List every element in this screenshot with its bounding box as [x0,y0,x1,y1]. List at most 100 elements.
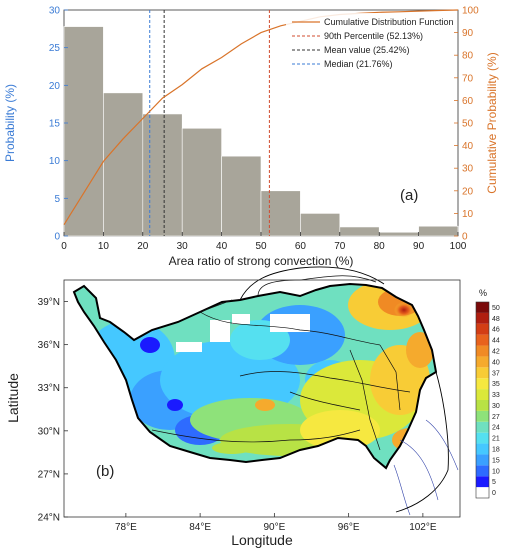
colorbar-tick-label: 50 [492,305,500,312]
colorbar-tick-label: 30 [492,403,500,410]
map-y-label: Latitude [5,373,21,423]
lat-tick-label: 27°N [38,469,60,480]
legend-median-label: Median (21.76%) [324,59,393,69]
y2-tick-label: 0 [462,232,468,243]
x-tick-label: 60 [295,241,307,252]
y-tick-label: 15 [49,119,61,130]
y2-tick-label: 60 [462,96,474,107]
outer-boundary [239,266,449,513]
left-axis-ticks: 0 5 10 15 20 25 30 [49,6,68,243]
colorbar-tick-label: 44 [492,338,500,345]
colorbar-swatch [476,312,489,324]
colorbar-tick-label: 15 [492,457,500,464]
colorbar-tick-label: 27 [492,414,500,421]
colorbar-tick-label: 46 [492,327,500,334]
bar [142,113,183,237]
latitude-ticks: 39°N 36°N 33°N 30°N 27°N 24°N [38,297,68,524]
panel-b-label: (b) [96,463,114,480]
panel-a-label: (a) [400,187,418,204]
longitude-ticks: 78°E 84°E 90°E 96°E 102°E [115,513,437,533]
cdf-line [63,9,459,226]
y-tick-label: 30 [49,6,61,17]
colorbar-swatch [476,378,489,390]
colorbar-swatch [476,465,489,477]
right-axis-label: Cumulative Probability (%) [485,52,499,193]
panel-b: 78°E 84°E 90°E 96°E 102°E 39°N 36°N 33°N 30°N 27… [5,266,500,548]
lon-tick-label: 90°E [263,522,285,533]
colorbar: 0 5 10 15 18 21 24 27 30 33 35 37 40 42 44 46 48 50 [475,301,500,499]
reference-lines [149,10,270,236]
panel-a: 0 10 20 30 40 50 60 70 80 90 100 0 5 10 15 20 25 30 0 10 2… [3,6,499,269]
colorbar-tick-label: 48 [492,316,500,323]
map-x-label: Longitude [231,532,293,548]
colorbar-swatch [476,323,489,335]
colorbar-tick-label: 35 [492,381,500,388]
bar [378,231,419,237]
x-axis-ticks: 0 10 20 30 40 50 60 70 80 90 100 [61,232,467,252]
colorbar-tick-label: 33 [492,392,500,399]
bar [339,226,380,237]
colorbar-tick-label: 42 [492,349,500,356]
y-tick-label: 10 [49,156,61,167]
y-tick-label: 5 [54,194,60,205]
x-tick-label: 70 [334,241,346,252]
bar [221,155,262,237]
x-tick-label: 50 [255,241,267,252]
colorbar-swatch [476,432,489,444]
river-lines [393,419,459,516]
x-tick-label: 30 [177,241,189,252]
y2-tick-label: 40 [462,141,474,152]
colorbar-swatch [476,487,489,498]
colorbar-swatch [476,389,489,400]
bar [418,225,459,237]
colorbar-unit: % [479,288,487,298]
lon-tick-label: 84°E [189,522,211,533]
lat-tick-label: 36°N [38,340,60,351]
x-tick-label: 10 [98,241,110,252]
legend-mean-label: Mean value (25.42%) [324,45,410,55]
colorbar-tick-label: 18 [492,447,500,454]
colorbar-swatch [476,410,489,422]
bar [181,127,222,237]
lat-tick-label: 39°N [38,297,60,308]
colorbar-swatch [476,454,489,466]
bar [103,92,144,237]
legend-cdf-label: Cumulative Distribution Function [324,17,454,27]
colorbar-tick-label: 5 [492,479,496,486]
y2-tick-label: 100 [462,6,479,17]
colorbar-tick-label: 0 [492,490,496,497]
basin-boundaries [151,275,411,451]
y2-tick-label: 50 [462,119,474,130]
y2-tick-label: 70 [462,73,474,84]
colorbar-swatch [476,302,489,313]
x-tick-label: 40 [216,241,228,252]
y2-tick-label: 90 [462,28,474,39]
colorbar-tick-label: 40 [492,359,500,366]
lat-tick-label: 33°N [38,383,60,394]
colorbar-tick-label: 24 [492,425,500,432]
right-axis-ticks: 0 10 20 30 40 50 60 70 80 90 100 [454,6,479,243]
bar [300,213,341,237]
x-tick-label: 20 [137,241,149,252]
colorbar-tick-label: 37 [492,370,500,377]
x-tick-label: 100 [450,241,467,252]
colorbar-swatch [476,334,489,346]
colorbar-swatch [476,421,489,433]
x-axis-label: Area ratio of strong convection (%) [169,254,354,268]
colorbar-swatch [476,367,489,379]
map-frame [63,279,461,518]
y-tick-label: 25 [49,43,61,54]
colorbar-tick-label: 21 [492,436,500,443]
bar [260,190,301,237]
left-axis-label: Probability (%) [3,84,17,162]
x-tick-label: 80 [374,241,386,252]
x-tick-label: 0 [61,241,67,252]
colorbar-swatch [476,443,489,455]
y2-tick-label: 30 [462,164,474,175]
y2-tick-label: 10 [462,209,474,220]
colorbar-swatch [476,400,489,411]
x-tick-label: 90 [413,241,425,252]
lat-tick-label: 30°N [38,426,60,437]
y-tick-label: 0 [54,232,60,243]
